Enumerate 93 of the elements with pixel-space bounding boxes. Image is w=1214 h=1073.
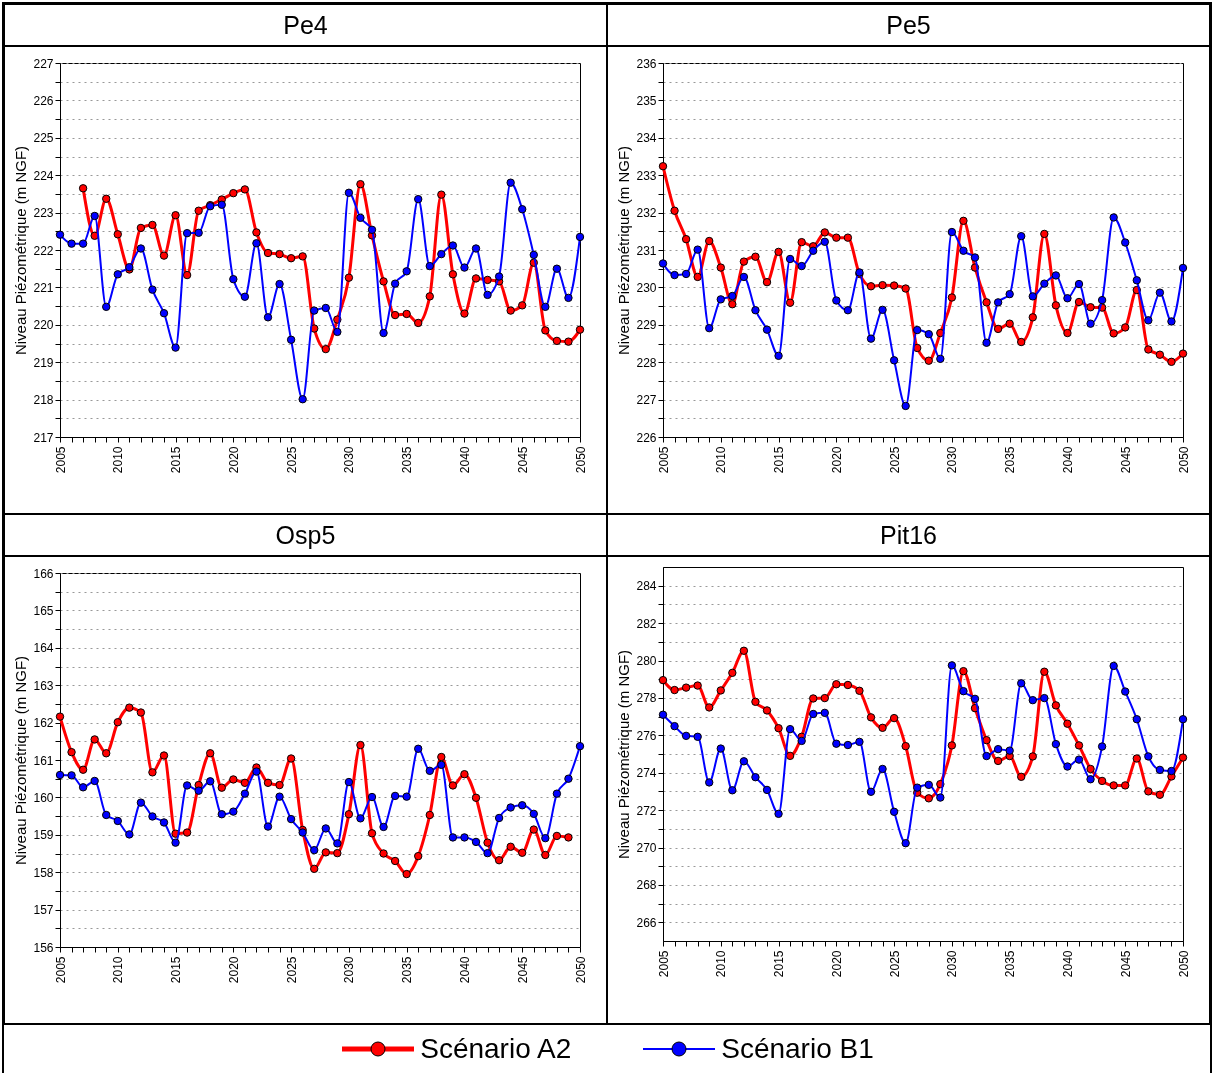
x-tick-label: 2030 [945, 950, 960, 978]
x-tick-label: 2050 [573, 956, 588, 984]
chart-title: Osp5 [5, 515, 606, 557]
y-tick-label: 217 [33, 430, 54, 445]
y-tick-label: 268 [636, 878, 657, 893]
x-tick-label: 2010 [111, 956, 126, 984]
y-tick-label: 158 [33, 865, 54, 880]
y-tick-label: 272 [636, 803, 657, 818]
y-tick-label: 224 [33, 168, 54, 183]
y-tick-label: 164 [33, 641, 54, 656]
x-tick-label: 2050 [1176, 950, 1191, 978]
x-tick-label: 2045 [515, 956, 530, 984]
y-axis-title: Niveau Piézométrique (m NGF) [615, 145, 633, 356]
y-tick-label: 218 [33, 393, 54, 408]
y-tick-label: 274 [636, 766, 657, 781]
y-tick-label: 276 [636, 728, 657, 743]
y-tick-label: 230 [636, 280, 657, 295]
x-tick-label: 2035 [1003, 950, 1018, 978]
x-tick-label: 2010 [714, 950, 729, 978]
legend-label: Scénario B1 [721, 1033, 874, 1065]
y-tick-label: 227 [636, 393, 657, 408]
y-tick-label: 284 [636, 579, 657, 594]
x-tick-label: 2030 [342, 956, 357, 984]
y-tick-label: 278 [636, 691, 657, 706]
y-tick-label: 270 [636, 841, 657, 855]
x-tick-label: 2015 [169, 956, 184, 984]
x-tick-label: 2050 [1176, 446, 1191, 474]
x-tick-label: 2040 [1060, 446, 1075, 474]
x-tick-label: 2020 [226, 446, 241, 474]
y-tick-label: 229 [636, 318, 657, 333]
y-tick-label: 232 [636, 206, 657, 221]
x-tick-label: 2040 [457, 446, 472, 474]
x-tick-label: 2005 [656, 950, 671, 978]
y-tick-label: 226 [636, 430, 657, 445]
x-tick-label: 2025 [887, 446, 902, 474]
y-tick-label: 226 [33, 93, 54, 108]
x-tick-label: 2030 [945, 446, 960, 474]
y-tick-label: 227 [33, 56, 54, 71]
x-tick-label: 2005 [53, 956, 68, 984]
y-tick-label: 282 [636, 616, 657, 631]
y-tick-label: 231 [636, 243, 657, 258]
x-tick-label: 2010 [111, 446, 126, 474]
y-tick-label: 162 [33, 716, 54, 731]
chart-title: Pit16 [608, 515, 1209, 557]
x-tick-label: 2035 [400, 956, 415, 984]
x-tick-label: 2025 [284, 446, 299, 474]
y-tick-label: 225 [33, 131, 54, 146]
x-tick-label: 2005 [656, 446, 671, 474]
y-tick-label: 157 [33, 903, 54, 918]
x-tick-label: 2035 [400, 446, 415, 474]
x-tick-label: 2015 [772, 446, 787, 474]
x-tick-label: 2045 [515, 446, 530, 474]
x-tick-label: 2010 [714, 446, 729, 474]
x-tick-label: 2005 [53, 446, 68, 474]
x-tick-label: 2040 [457, 956, 472, 984]
x-tick-label: 2045 [1118, 950, 1133, 978]
y-tick-label: 159 [33, 828, 54, 843]
y-tick-label: 235 [636, 93, 657, 108]
y-tick-label: 163 [33, 678, 54, 693]
chart-title: Pe5 [608, 5, 1209, 47]
x-tick-label: 2035 [1003, 446, 1018, 474]
y-tick-label: 156 [33, 940, 54, 955]
y-tick-label: 266 [636, 915, 657, 930]
y-tick-label: 234 [636, 131, 657, 146]
y-tick-label: 236 [636, 56, 657, 71]
y-axis-title: Niveau Piézométrique (m NGF) [12, 145, 30, 356]
y-tick-label: 166 [33, 566, 54, 581]
y-tick-label: 161 [33, 753, 54, 768]
x-tick-label: 2020 [829, 950, 844, 978]
x-tick-label: 2040 [1060, 950, 1075, 978]
y-tick-label: 228 [636, 355, 657, 370]
x-tick-label: 2015 [772, 950, 787, 978]
x-tick-label: 2020 [829, 446, 844, 474]
y-tick-label: 220 [33, 318, 54, 333]
y-tick-label: 221 [33, 280, 54, 295]
chart-title: Pe4 [5, 5, 606, 47]
x-tick-label: 2020 [226, 956, 241, 984]
y-tick-label: 280 [636, 654, 657, 668]
y-tick-label: 223 [33, 206, 54, 221]
y-tick-label: 160 [33, 790, 54, 805]
y-tick-label: 165 [33, 603, 54, 618]
y-axis-title: Niveau Piézométrique (m NGF) [12, 655, 30, 866]
x-tick-label: 2025 [887, 950, 902, 978]
x-tick-label: 2025 [284, 956, 299, 984]
x-tick-label: 2045 [1118, 446, 1133, 474]
x-tick-label: 2050 [573, 446, 588, 474]
legend-label: Scénario A2 [420, 1033, 572, 1065]
y-tick-label: 219 [33, 355, 54, 370]
x-tick-label: 2030 [342, 446, 357, 474]
y-tick-label: 233 [636, 168, 657, 183]
x-tick-label: 2015 [169, 446, 184, 474]
y-axis-title: Niveau Piézométrique (m NGF) [615, 649, 633, 860]
y-tick-label: 222 [33, 243, 54, 258]
